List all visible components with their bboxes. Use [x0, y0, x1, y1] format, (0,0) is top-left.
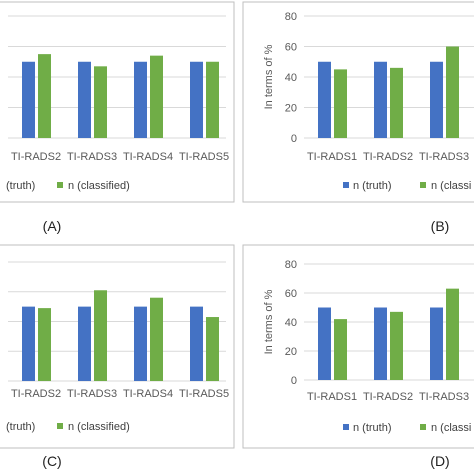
- chart-panel-4: 0 20 40 60 80 In terms of % TI-RADS1 TI-RADS2 TI…: [242, 244, 474, 469]
- legend-label-classified: n (classi: [431, 180, 471, 192]
- bar-classified: [446, 288, 459, 380]
- y-axis-label: In terms of %: [263, 289, 275, 354]
- bar-truth: [78, 61, 91, 138]
- x-tick-label: TI-RADS5: [179, 151, 229, 163]
- x-tick-label: TI-RADS3: [419, 151, 469, 163]
- bar-truth: [190, 306, 203, 381]
- x-tick-label: TI-RADS2: [11, 151, 61, 163]
- x-tick-label: TI-RADS4: [123, 388, 173, 400]
- bar-classified: [38, 54, 51, 138]
- legend-label-classified: n (classi: [431, 422, 471, 434]
- bar-classified: [206, 317, 219, 381]
- legend-swatch-classified: [57, 423, 63, 429]
- y-tick-label: 60: [285, 42, 297, 54]
- legend-label-truth: (truth): [6, 180, 35, 192]
- x-tick-label: TI-RADS2: [363, 151, 413, 163]
- x-tick-label: TI-RADS3: [419, 391, 469, 403]
- y-tick-label: 0: [291, 133, 297, 145]
- bar-truth: [22, 306, 35, 381]
- legend-label-truth: (truth): [6, 421, 35, 433]
- legend-swatch-truth: [343, 424, 349, 430]
- x-tick-label: TI-RADS2: [11, 388, 61, 400]
- bar-classified: [94, 66, 107, 138]
- y-tick-label: 20: [285, 103, 297, 115]
- bar-truth: [374, 307, 387, 380]
- bar-truth: [374, 61, 387, 138]
- legend-swatch-truth: [343, 182, 349, 188]
- y-tick-label: 40: [285, 317, 297, 329]
- bar-classified: [38, 308, 51, 381]
- bar-truth: [318, 307, 331, 380]
- panel-caption: (B): [431, 218, 450, 234]
- legend-label-classified: n (classified): [68, 180, 130, 192]
- bar-classified: [446, 46, 459, 138]
- bar-classified: [390, 311, 403, 380]
- y-tick-label: 20: [285, 346, 297, 358]
- x-tick-label: TI-RADS3: [67, 388, 117, 400]
- bar-classified: [150, 55, 163, 138]
- chart-panel-2: 0 20 40 60 80 In terms of % TI-RADS1 TI-RADS2 TI…: [242, 1, 474, 234]
- y-tick-label: 40: [285, 72, 297, 84]
- legend-label-classified: n (classified): [68, 421, 130, 433]
- y-tick-label: 80: [285, 259, 297, 271]
- x-tick-label: TI-RADS5: [179, 388, 229, 400]
- y-tick-label: 60: [285, 288, 297, 300]
- bar-truth: [22, 61, 35, 138]
- bar-truth: [134, 61, 147, 138]
- x-tick-label: TI-RADS1: [307, 151, 357, 163]
- legend-swatch-classified: [57, 182, 63, 188]
- x-tick-label: TI-RADS4: [123, 151, 173, 163]
- bar-truth: [430, 61, 443, 138]
- bar-classified: [334, 69, 347, 138]
- chart-panel-3: TI-RADS2 TI-RADS3 TI-RADS4 TI-RADS5 (truth) n…: [0, 244, 235, 469]
- bar-truth: [430, 307, 443, 380]
- chart-panel-1: TI-RADS2 TI-RADS3 TI-RADS4 TI-RADS5 (truth) n…: [0, 1, 235, 234]
- panel-caption: (A): [43, 218, 62, 234]
- bar-classified: [390, 67, 403, 138]
- y-tick-label: 80: [285, 11, 297, 23]
- y-tick-label: 0: [291, 375, 297, 387]
- legend-label-truth: n (truth): [353, 180, 392, 192]
- bar-classified: [206, 61, 219, 138]
- bar-truth: [134, 306, 147, 381]
- bar-truth: [190, 61, 203, 138]
- x-tick-label: TI-RADS1: [307, 391, 357, 403]
- x-tick-label: TI-RADS3: [67, 151, 117, 163]
- panel-caption: (C): [42, 453, 61, 469]
- bar-classified: [94, 290, 107, 381]
- x-tick-label: TI-RADS2: [363, 391, 413, 403]
- legend-swatch-classified: [420, 182, 426, 188]
- y-axis-label: In terms of %: [263, 44, 275, 109]
- legend-swatch-classified: [420, 424, 426, 430]
- bar-truth: [78, 306, 91, 381]
- bar-classified: [334, 319, 347, 380]
- bar-classified: [150, 297, 163, 381]
- bar-truth: [318, 61, 331, 138]
- panel-caption: (D): [430, 453, 449, 469]
- legend-label-truth: n (truth): [353, 422, 392, 434]
